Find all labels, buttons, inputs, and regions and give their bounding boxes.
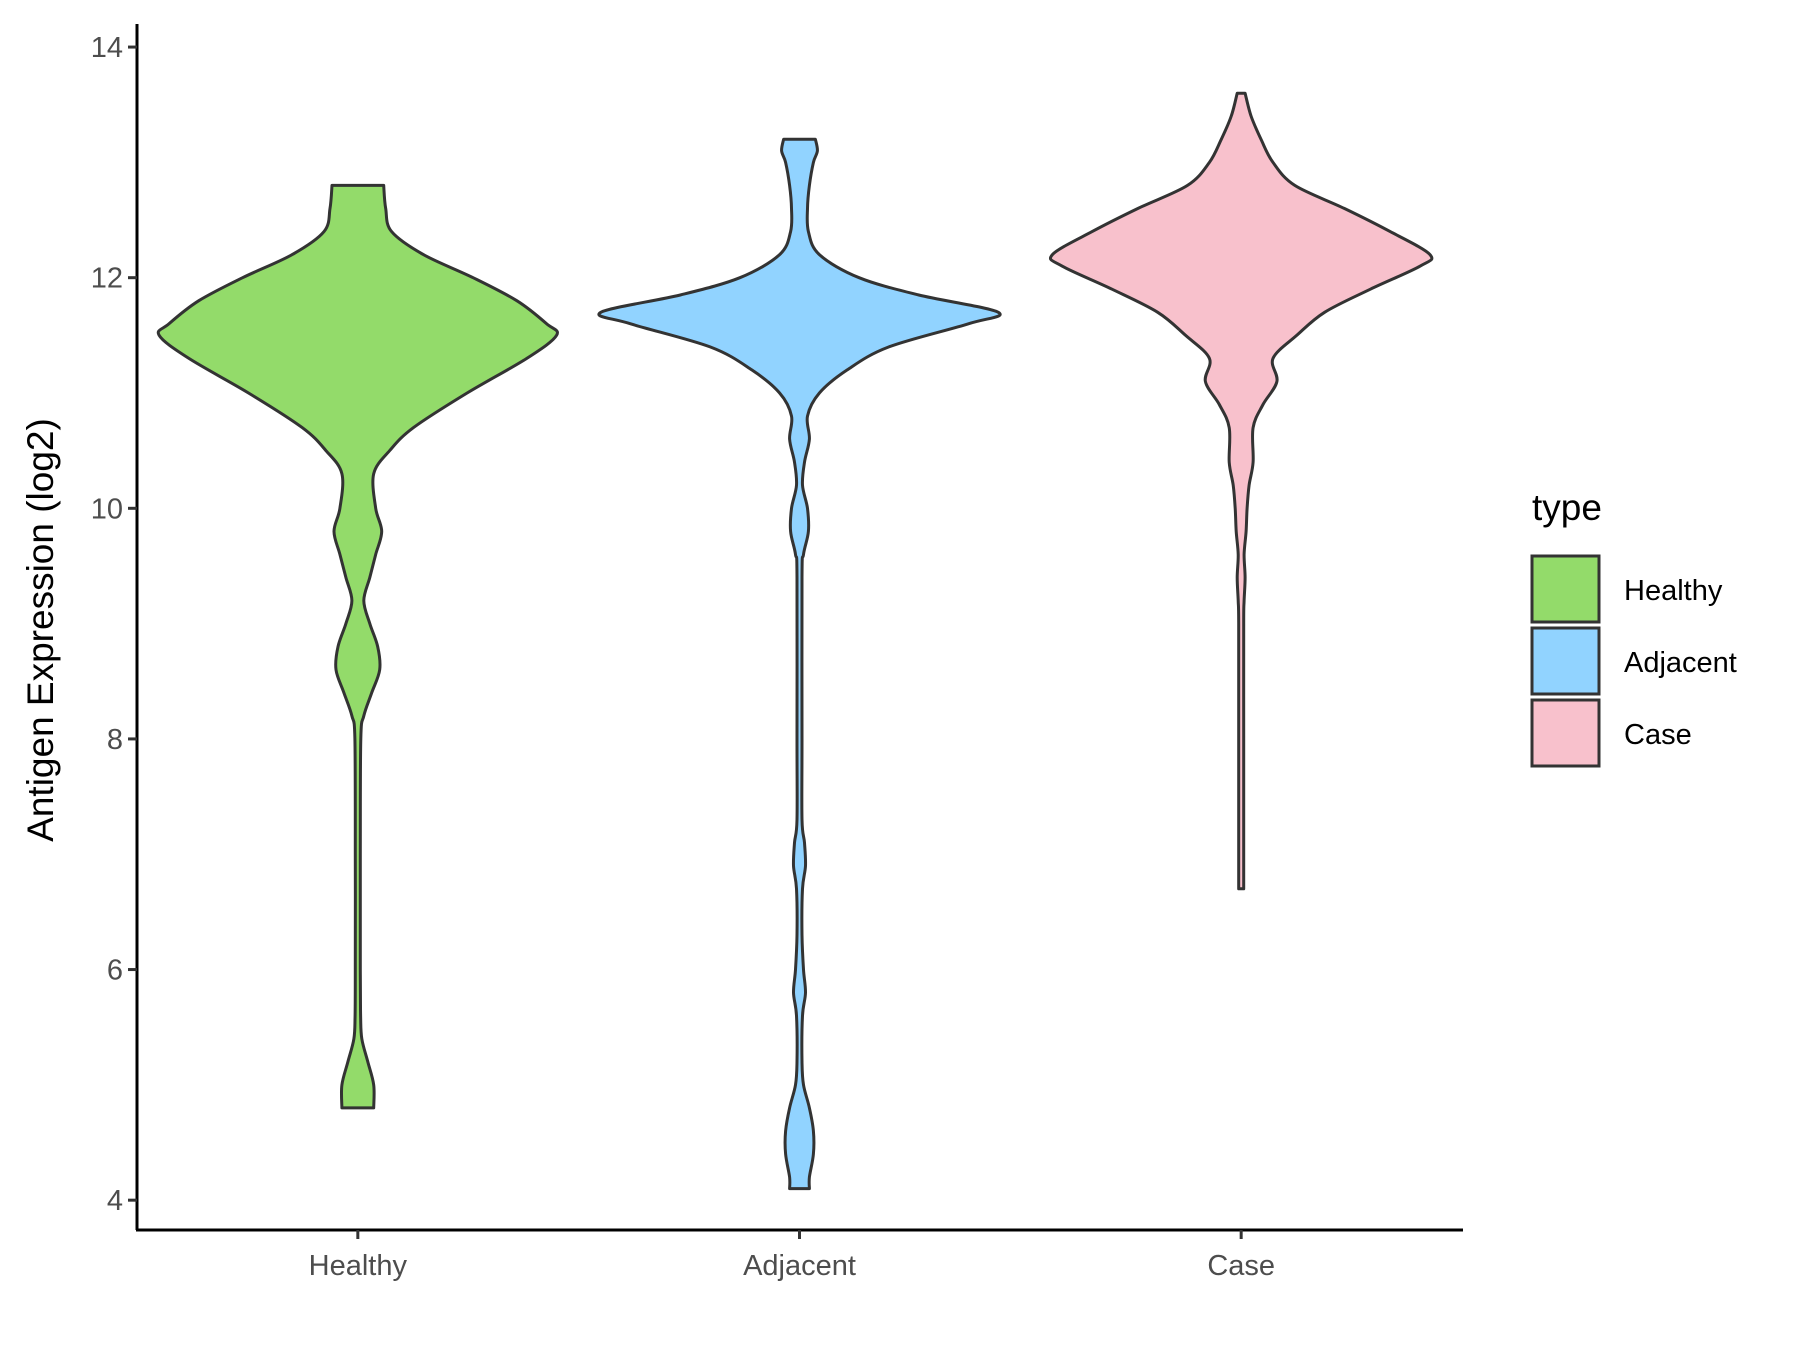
legend-label-case: Case — [1624, 719, 1692, 751]
legend-title: type — [1532, 487, 1602, 528]
violin-adjacent — [597, 137, 1002, 1191]
legend-label-healthy: Healthy — [1624, 575, 1723, 607]
x-tick-label: Healthy — [309, 1250, 408, 1282]
legend-swatch-healthy — [1530, 554, 1601, 624]
y-tick-label: 10 — [91, 493, 123, 525]
y-axis-title: Antigen Expression (log2) — [20, 418, 61, 842]
legend: type Healthy Adjacent Case — [1530, 487, 1737, 768]
legend-swatch-adjacent — [1530, 626, 1601, 696]
violin-case — [1048, 91, 1434, 891]
legend-items: Healthy Adjacent Case — [1530, 554, 1737, 768]
y-tick-label: 6 — [107, 955, 123, 987]
y-tick-label: 4 — [107, 1185, 123, 1217]
legend-swatch-case — [1530, 698, 1601, 768]
y-tick-label: 12 — [91, 263, 123, 295]
y-tick-label: 8 — [107, 724, 123, 756]
axes: 4 6 8 10 12 14 Healthy Adjacent Case — [91, 24, 1463, 1282]
legend-label-adjacent: Adjacent — [1624, 647, 1737, 679]
x-tick-label: Case — [1207, 1250, 1275, 1282]
x-ticks: Healthy Adjacent Case — [309, 1230, 1275, 1282]
x-tick-label: Adjacent — [743, 1250, 856, 1282]
y-ticks: 4 6 8 10 12 14 — [91, 32, 137, 1217]
y-tick-label: 14 — [91, 32, 123, 64]
violin-healthy — [156, 183, 559, 1110]
violin-group — [156, 91, 1434, 1191]
